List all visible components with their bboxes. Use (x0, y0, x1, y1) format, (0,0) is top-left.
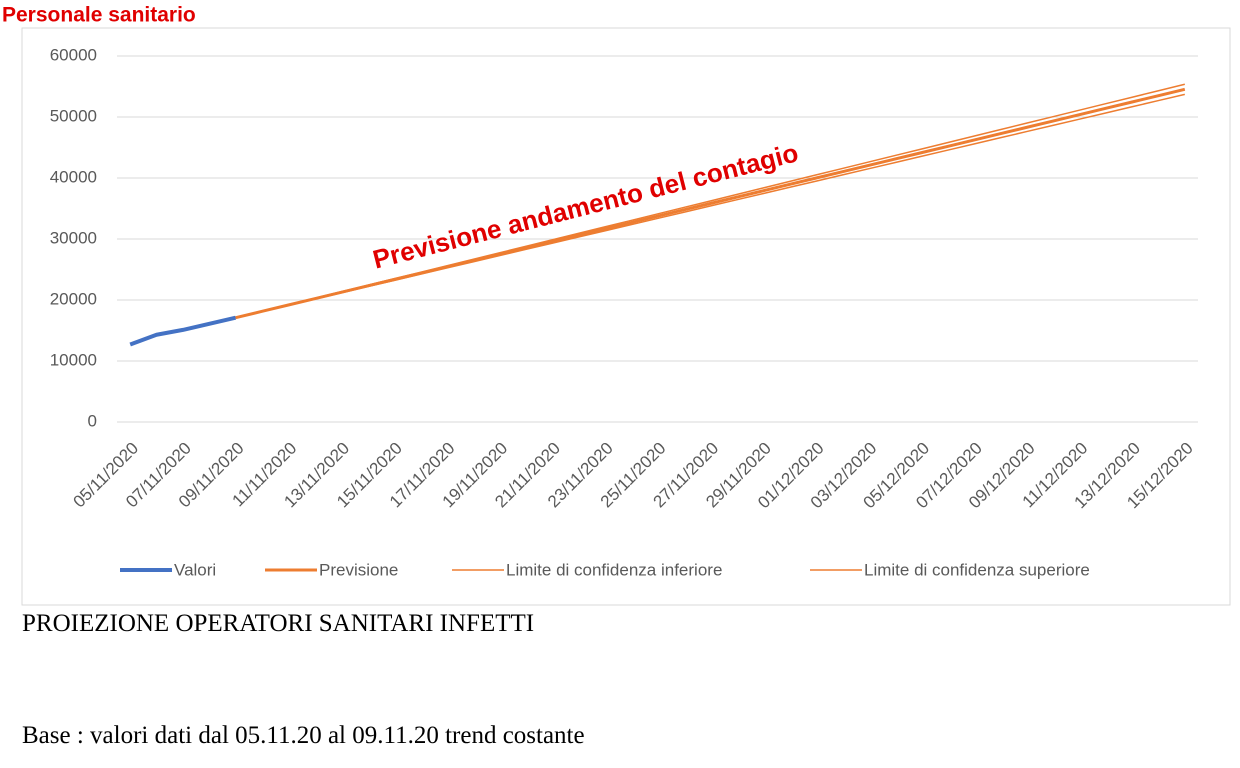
legend-label: Valori (174, 560, 216, 579)
chart: Personale sanitario 0 10000 20000 30000 4000… (2, 4, 1231, 606)
series-line (235, 87, 1186, 320)
legend-label: Limite di confidenza inferiore (506, 560, 722, 579)
y-tick-label: 10000 (50, 350, 97, 369)
y-tick-label: 40000 (50, 167, 97, 186)
y-tick-label: 30000 (50, 228, 97, 247)
y-tick-label: 0 (88, 411, 97, 430)
note: Base : valori dati dal 05.11.20 al 09.11… (22, 722, 585, 749)
legend-label: Limite di confidenza superiore (864, 560, 1090, 579)
series-line (235, 93, 1185, 319)
y-tick-label: 60000 (50, 45, 97, 64)
chart-border (21, 27, 1231, 606)
series-line (129, 315, 237, 347)
caption: PROIEZIONE OPERATORI SANITARI INFETTI (22, 610, 535, 637)
y-tick-label: 50000 (50, 106, 97, 125)
chart-title: Personale sanitario (2, 4, 196, 27)
y-tick-label: 20000 (50, 289, 97, 308)
series-line (235, 83, 1185, 319)
legend-label: Previsione (319, 560, 398, 579)
